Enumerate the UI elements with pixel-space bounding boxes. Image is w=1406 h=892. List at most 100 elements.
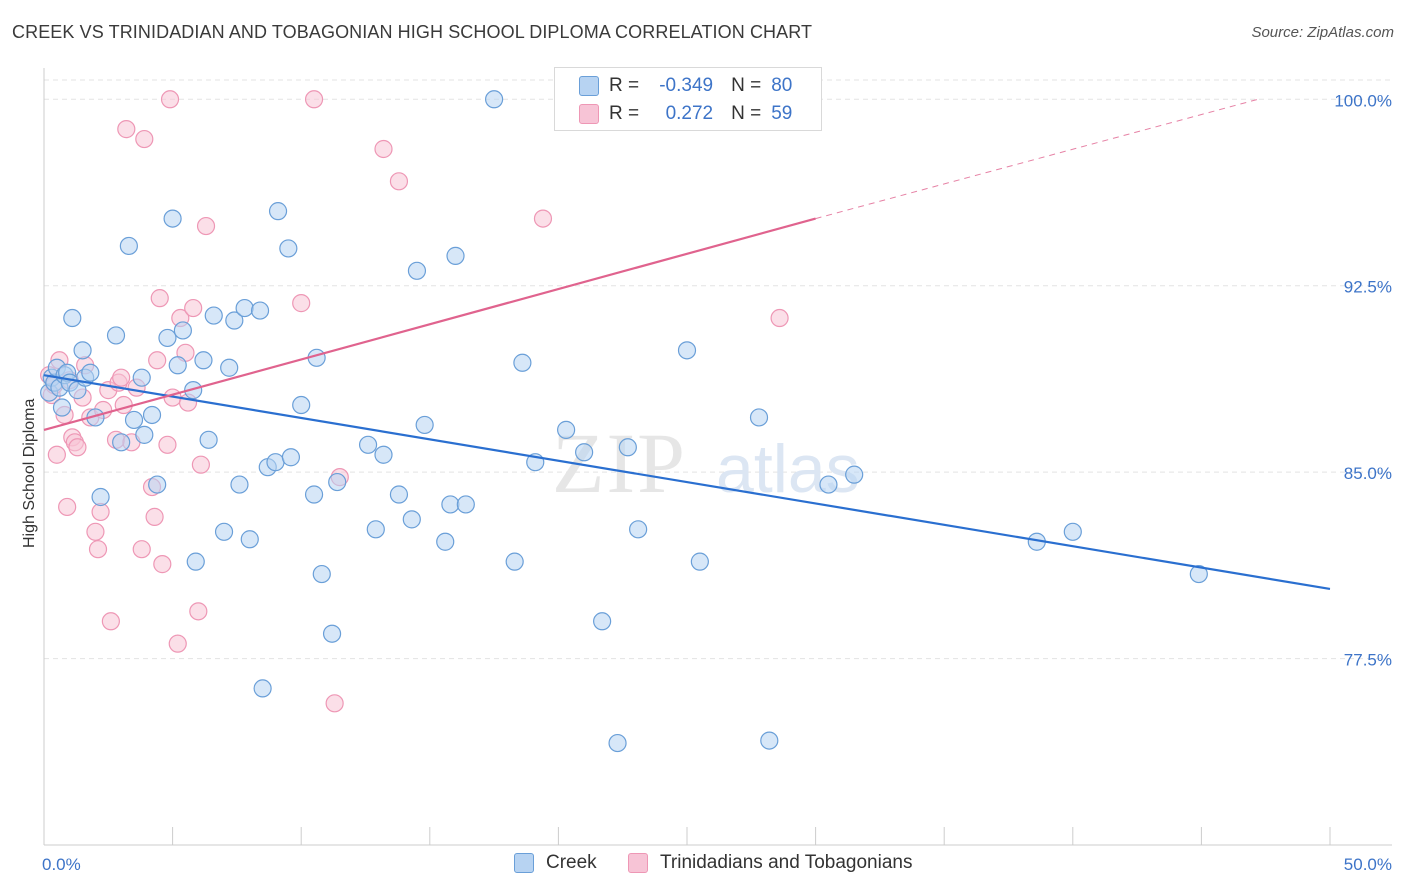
- creek-point: [168, 356, 187, 375]
- creek-point: [819, 475, 838, 494]
- creek-point: [279, 239, 298, 258]
- creek-point: [1063, 522, 1082, 541]
- creek-point: [557, 420, 576, 439]
- creek-point: [148, 475, 167, 494]
- tt-point: [158, 435, 177, 454]
- creek-point: [618, 438, 637, 457]
- tt-point: [304, 90, 324, 109]
- tt-r-value: 0.272: [665, 103, 714, 124]
- creek-point: [124, 410, 144, 430]
- y-tick-label: 77.5%: [1344, 651, 1392, 670]
- creek-point: [230, 475, 249, 494]
- creek-point: [629, 520, 648, 539]
- correlation-legend: R = -0.349 N = 80 R = 0.272 N = 59: [554, 67, 822, 131]
- grid-lines: [44, 79, 1392, 660]
- creek-r-value: -0.349: [659, 75, 714, 96]
- tt-point: [160, 90, 180, 109]
- creek-point: [415, 415, 434, 435]
- tt-point: [135, 129, 154, 149]
- tt-point: [132, 540, 151, 559]
- creek-point: [513, 353, 532, 372]
- tt-point: [58, 497, 77, 517]
- creek-point: [677, 341, 697, 360]
- tt-legend-label: Trinidadians and Tobagonians: [660, 852, 913, 873]
- creek-point: [81, 363, 100, 382]
- creek-point: [760, 731, 779, 750]
- tt-point: [112, 368, 131, 387]
- tt-point: [189, 602, 208, 621]
- tt-point: [145, 507, 164, 526]
- axes: [43, 68, 1392, 846]
- creek-point: [292, 395, 311, 415]
- tt-point: [292, 294, 311, 313]
- legend-row-creek: R = -0.349 N = 80: [579, 74, 792, 98]
- creek-point: [358, 435, 378, 454]
- legend-item-creek[interactable]: Creek: [514, 852, 597, 874]
- tt-point: [114, 395, 133, 415]
- creek-point: [389, 485, 409, 504]
- creek-point: [845, 465, 864, 484]
- creek-legend-swatch: [514, 853, 534, 873]
- creek-point: [220, 358, 239, 377]
- y-tick-label: 85.0%: [1344, 464, 1392, 483]
- tt-point: [184, 298, 203, 318]
- creek-n-value: 80: [771, 75, 793, 96]
- chart-title: CREEK VS TRINIDADIAN AND TOBAGONIAN HIGH…: [12, 22, 813, 42]
- creek-point: [186, 552, 205, 571]
- n-label: N =: [731, 103, 762, 124]
- y-axis-label: High School Diploma: [21, 398, 38, 548]
- creek-point: [407, 261, 427, 280]
- tt-point: [148, 351, 167, 370]
- creek-point: [1189, 564, 1208, 584]
- y-tick-label: 92.5%: [1344, 278, 1392, 297]
- tt-point: [196, 216, 216, 236]
- tt-point: [770, 308, 789, 328]
- chart-source: Source: ZipAtlas.com: [1251, 24, 1394, 41]
- tt-point: [86, 522, 105, 541]
- tt-point: [191, 455, 210, 474]
- creek-point: [268, 202, 288, 221]
- creek-point: [135, 425, 154, 444]
- creek-point: [119, 236, 138, 256]
- creek-point: [374, 445, 393, 464]
- tt-point: [68, 438, 87, 457]
- legend-row-tt: R = 0.272 N = 59: [579, 102, 792, 126]
- creek-point: [214, 522, 234, 541]
- creek-point: [63, 308, 82, 328]
- tt-trend-extension: [815, 98, 1259, 220]
- creek-point: [593, 612, 612, 631]
- creek-legend-label: Creek: [546, 852, 597, 873]
- tt-point: [150, 289, 169, 308]
- creek-point: [199, 430, 218, 449]
- creek-swatch: [579, 76, 599, 96]
- creek-point: [312, 564, 331, 584]
- r-label: R =: [609, 75, 640, 96]
- tt-point: [374, 139, 393, 159]
- creek-point: [194, 351, 213, 370]
- creek-point: [235, 298, 254, 318]
- tt-point: [153, 555, 172, 574]
- creek-point: [142, 405, 162, 425]
- creek-point: [485, 90, 504, 109]
- creek-point: [73, 341, 92, 360]
- tt-point: [101, 612, 120, 631]
- creek-point: [250, 301, 270, 320]
- creek-point: [132, 368, 151, 387]
- tt-point: [117, 120, 136, 139]
- creek-point: [106, 326, 126, 345]
- creek-point: [204, 306, 223, 325]
- legend-item-tt[interactable]: Trinidadians and Tobagonians: [628, 852, 912, 874]
- tt-legend-swatch: [628, 853, 648, 873]
- creek-point: [91, 487, 110, 507]
- creek-point: [690, 552, 709, 571]
- creek-point: [240, 530, 259, 549]
- tt-point: [325, 694, 344, 713]
- creek-point: [163, 209, 182, 228]
- tt-trend-line: [43, 217, 816, 431]
- creek-point: [304, 485, 324, 504]
- creek-point: [52, 398, 72, 417]
- creek-point: [173, 321, 192, 340]
- tt-swatch: [579, 104, 599, 124]
- n-label: N =: [731, 75, 762, 96]
